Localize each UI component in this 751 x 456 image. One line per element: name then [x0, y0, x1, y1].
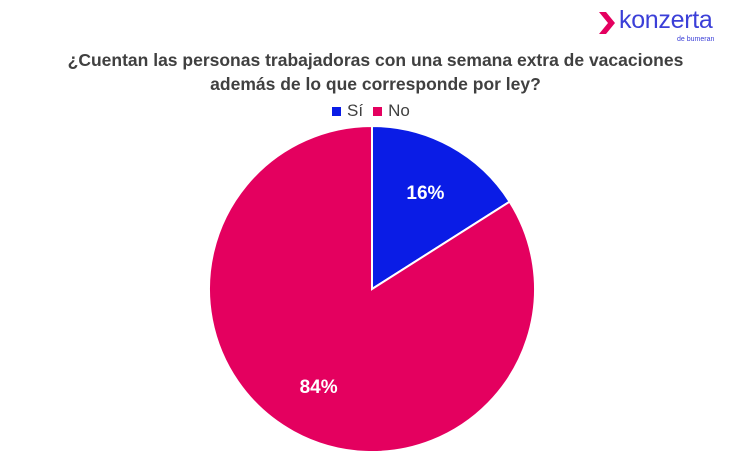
pie-slice-si — [371, 124, 512, 291]
legend-swatch-si — [332, 106, 341, 116]
legend-item-si: Sí — [332, 101, 363, 121]
data-label-no: 84% — [300, 377, 338, 398]
chart-title-line-2: además de lo que corresponde por ley? — [210, 74, 541, 94]
logo-tagline: de bumeran — [677, 36, 715, 43]
konzerta-logo: konzerta de bumeran — [597, 6, 747, 46]
legend-swatch-no — [373, 106, 383, 116]
chart-title-line-1: ¿Cuentan las personas trabajadoras con u… — [67, 50, 684, 70]
pie-slice-no — [208, 124, 536, 453]
data-label-si: 16% — [406, 183, 444, 204]
legend-label-no: No — [388, 101, 410, 120]
logo-wordmark: konzerta — [619, 6, 713, 34]
legend-label-si: Sí — [347, 101, 364, 120]
legend-item-no: No — [373, 101, 410, 121]
chart-legend: Sí No — [332, 101, 420, 121]
chevron-logo-icon — [599, 12, 615, 34]
chart-title: ¿Cuentan las personas trabajadoras con u… — [0, 48, 751, 96]
